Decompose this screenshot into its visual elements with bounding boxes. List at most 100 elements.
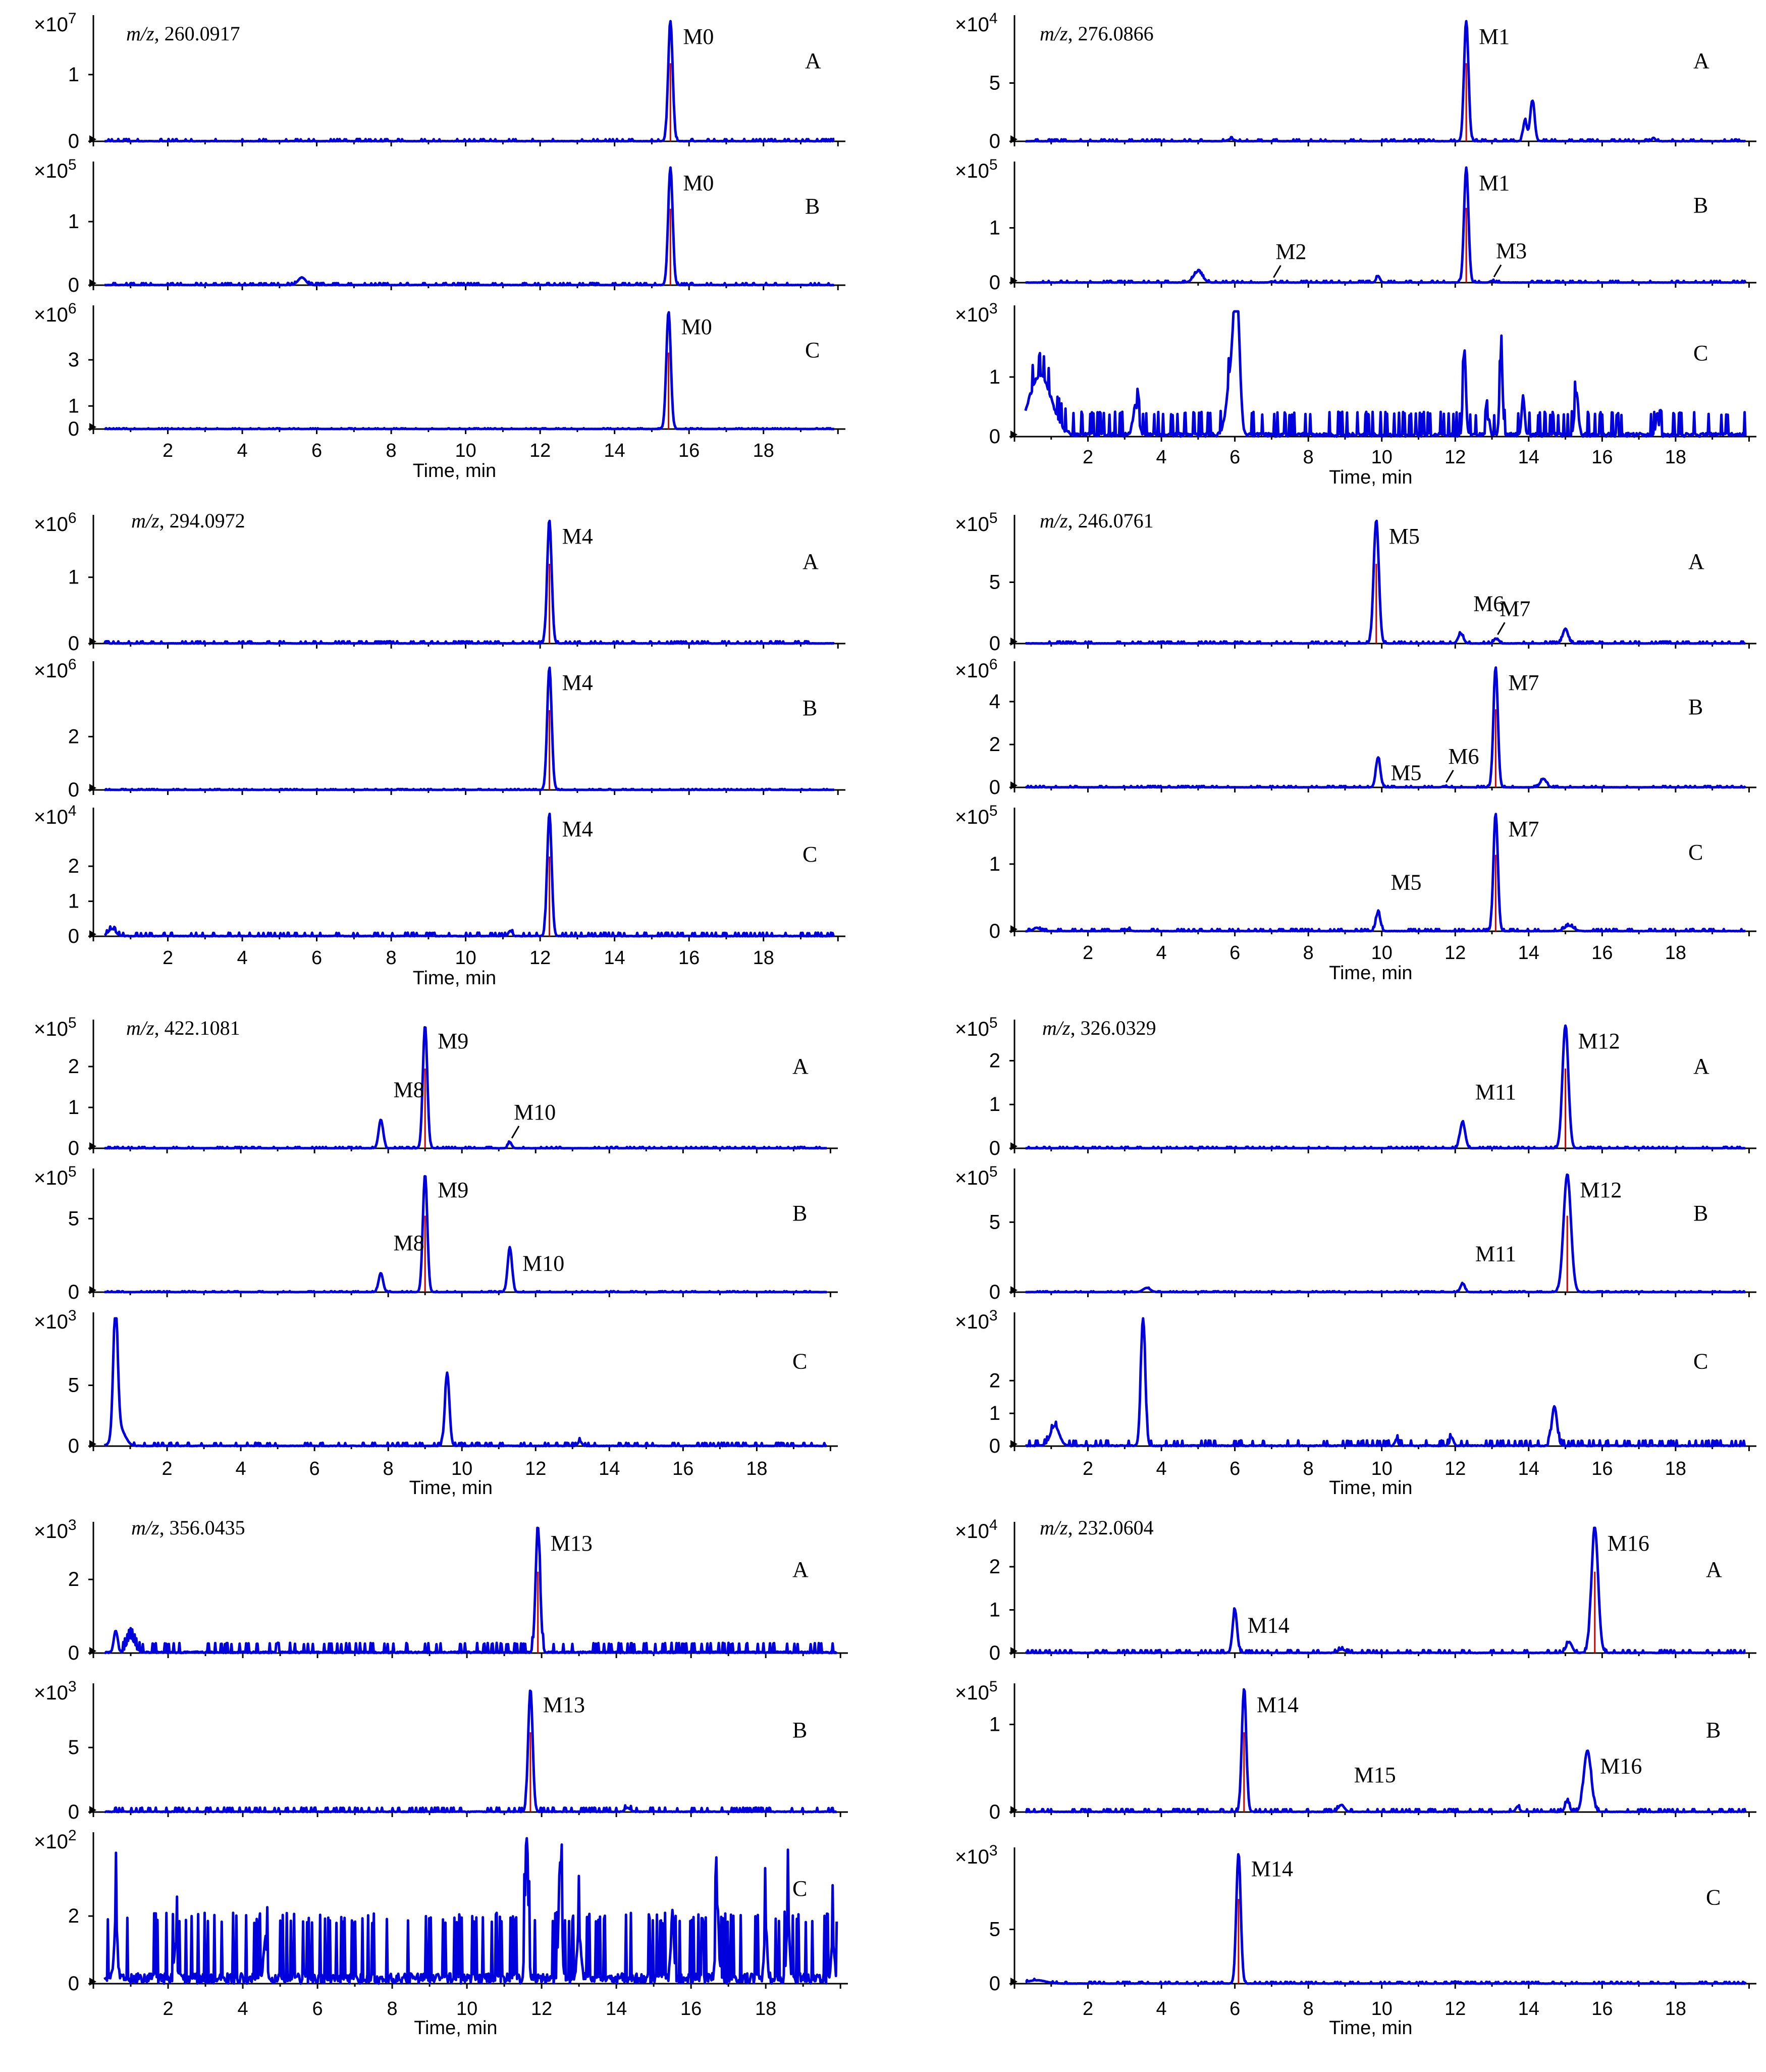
chromatogram-trace — [104, 666, 835, 791]
peak-label: M9 — [438, 1029, 468, 1053]
peak-label: M10 — [522, 1251, 564, 1276]
chromatogram-trace — [1025, 1526, 1746, 1655]
mz-prefix: m/z — [1040, 22, 1068, 45]
y-tick-label: 0 — [989, 272, 1000, 294]
y-scale-base: ×10 — [34, 304, 68, 326]
mz-title: m/z, 326.0329 — [1042, 1017, 1156, 1039]
y-tick-label: 0 — [68, 1801, 79, 1823]
peak-label: M14 — [1251, 1856, 1293, 1881]
x-tick-label: 14 — [1518, 447, 1539, 468]
y-tick-label: 1 — [989, 1599, 1000, 1621]
x-tick-label: 16 — [1591, 447, 1613, 468]
sample-label: A — [1706, 1557, 1722, 1582]
y-tick-label: 0 — [68, 274, 79, 296]
x-tick-label: 10 — [1371, 1458, 1393, 1479]
mz-title: m/z, 356.0435 — [131, 1516, 245, 1539]
panel-c: ×103 0 5 M14 C — [955, 1842, 1756, 1995]
x-tick-label: 14 — [604, 440, 625, 461]
peak-label: M4 — [562, 817, 593, 841]
sample-label: A — [802, 549, 819, 574]
x-tick-label: 4 — [237, 1998, 248, 2020]
y-scale-exponent: 6 — [989, 656, 998, 673]
x-tick-label: 2 — [1083, 942, 1093, 964]
x-tick-label: 2 — [163, 1998, 173, 2020]
chromatogram-trace — [103, 1837, 838, 1985]
mz-title: m/z, 422.1081 — [126, 1017, 240, 1039]
x-tick-label: 2 — [163, 947, 173, 969]
y-scale-exponent: 3 — [989, 1842, 998, 1859]
x-tick-label: 6 — [1229, 942, 1240, 964]
x-tick-label: 4 — [1156, 1998, 1167, 2020]
x-tick-label: 6 — [1229, 1458, 1240, 1479]
peak-label: M0 — [683, 24, 714, 49]
y-scale-base: ×10 — [955, 513, 989, 536]
y-scale-base: ×10 — [955, 1311, 989, 1333]
y-scale-label: ×106 — [34, 300, 77, 326]
sample-label: A — [792, 1557, 809, 1582]
peak-label: M5 — [1390, 761, 1421, 785]
y-tick-label: 0 — [68, 1973, 79, 1995]
peak-leader-line — [1493, 264, 1502, 278]
y-scale-base: ×10 — [34, 1520, 68, 1543]
peak-label: M16 — [1608, 1531, 1649, 1556]
x-tick-label: 6 — [309, 1458, 320, 1479]
x-tick-label: 6 — [312, 1998, 323, 2020]
x-tick-label: 10 — [1371, 447, 1393, 468]
y-tick-label: 1 — [989, 1713, 1000, 1735]
peak-leader-line — [1446, 770, 1454, 783]
peak-label: M3 — [1496, 239, 1527, 263]
sample-label: B — [805, 194, 820, 219]
y-tick-label: 4 — [989, 690, 1000, 713]
chromatogram-trace — [1025, 813, 1746, 933]
y-tick-label: 2 — [68, 1568, 79, 1590]
y-scale-exponent: 6 — [68, 656, 77, 673]
x-tick-label: 14 — [1518, 1998, 1539, 2020]
y-scale-base: ×10 — [955, 14, 989, 36]
y-tick-label: 0 — [68, 632, 79, 655]
y-scale-exponent: 5 — [989, 1678, 998, 1695]
chromatogram-group-6: m/z, 326.0329×105012M12M11A×10505M12M11B… — [955, 1015, 1756, 1499]
x-tick-label: 12 — [529, 947, 551, 969]
x-tick-label: 10 — [455, 947, 476, 969]
y-scale-exponent: 4 — [989, 10, 998, 27]
y-scale-label: ×105 — [955, 1015, 998, 1040]
y-scale-label: ×104 — [34, 803, 77, 828]
chromatogram-trace — [1025, 20, 1746, 143]
y-tick-label: 5 — [989, 1919, 1000, 1941]
chromatogram-trace — [1025, 666, 1747, 789]
x-tick-label: 8 — [1303, 1998, 1314, 2020]
y-tick-label: 1 — [68, 566, 79, 589]
sample-label: A — [792, 1054, 809, 1079]
x-tick-label: 8 — [386, 440, 397, 461]
y-scale-label: ×104 — [955, 10, 998, 36]
mz-value: , 422.1081 — [154, 1017, 240, 1039]
peak-label: M5 — [1389, 524, 1420, 549]
y-tick-label: 2 — [989, 1049, 1000, 1072]
mz-value: , 276.0866 — [1068, 22, 1154, 45]
y-tick-label: 2 — [989, 1556, 1000, 1578]
x-tick-label: 14 — [606, 1998, 627, 2020]
chromatogram-trace — [1025, 1173, 1746, 1294]
x-axis-title: Time, min — [414, 2017, 497, 2039]
peak-label: M14 — [1257, 1692, 1299, 1717]
y-scale-base: ×10 — [955, 660, 989, 682]
peak-label: M13 — [551, 1531, 593, 1556]
x-tick-label: 8 — [383, 1458, 394, 1479]
y-tick-label: 2 — [68, 1905, 79, 1927]
y-scale-label: ×103 — [34, 1678, 77, 1704]
x-tick-label: 14 — [599, 1458, 620, 1479]
peak-label: M11 — [1475, 1241, 1517, 1266]
y-scale-label: ×105 — [34, 1163, 77, 1189]
chromatogram-trace — [103, 813, 835, 938]
y-scale-label: ×103 — [955, 1307, 998, 1333]
x-tick-label: 18 — [755, 1998, 776, 2020]
y-scale-base: ×10 — [955, 1018, 989, 1040]
peak-label: M1 — [1479, 24, 1510, 49]
x-tick-label: 8 — [386, 947, 397, 969]
panel-b: ×103 0 5 M13 B — [34, 1678, 848, 1823]
y-tick-label: 0 — [989, 632, 1000, 655]
y-scale-label: ×103 — [34, 1307, 77, 1333]
y-tick-label: 0 — [989, 1642, 1000, 1664]
y-tick-label: 2 — [989, 733, 1000, 756]
